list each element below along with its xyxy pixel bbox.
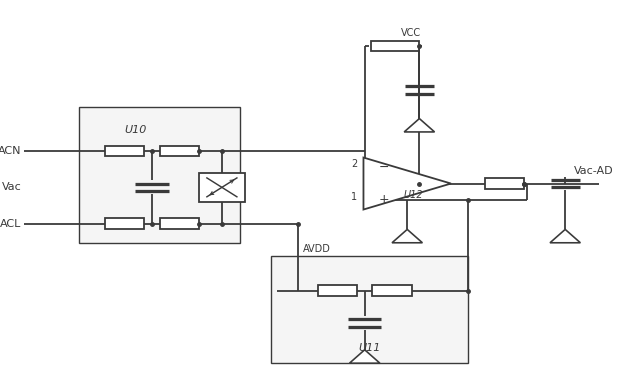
Text: Vac: Vac — [2, 183, 21, 192]
Polygon shape — [392, 229, 422, 243]
Polygon shape — [550, 229, 580, 243]
Text: U11: U11 — [358, 343, 381, 353]
Bar — [159, 146, 199, 156]
Text: +: + — [379, 193, 389, 206]
Bar — [199, 173, 245, 202]
Bar — [79, 107, 240, 243]
Bar — [317, 285, 357, 296]
Bar — [372, 285, 412, 296]
Text: ACN: ACN — [0, 146, 21, 156]
Text: Vac-AD: Vac-AD — [574, 166, 614, 176]
Text: −: − — [379, 161, 389, 174]
Polygon shape — [350, 350, 380, 363]
Text: 2: 2 — [351, 160, 357, 169]
Bar — [270, 256, 468, 363]
Text: VCC: VCC — [401, 28, 421, 37]
Bar — [105, 146, 144, 156]
Text: 1: 1 — [352, 191, 357, 202]
Bar — [105, 218, 144, 229]
Bar — [371, 41, 419, 51]
Text: AVDD: AVDD — [303, 244, 330, 254]
Polygon shape — [363, 158, 451, 209]
Polygon shape — [404, 119, 435, 132]
Text: U10: U10 — [124, 125, 146, 135]
Text: U12: U12 — [404, 190, 423, 200]
Bar — [159, 218, 199, 229]
Bar — [485, 178, 524, 189]
Text: ACL: ACL — [0, 219, 21, 229]
